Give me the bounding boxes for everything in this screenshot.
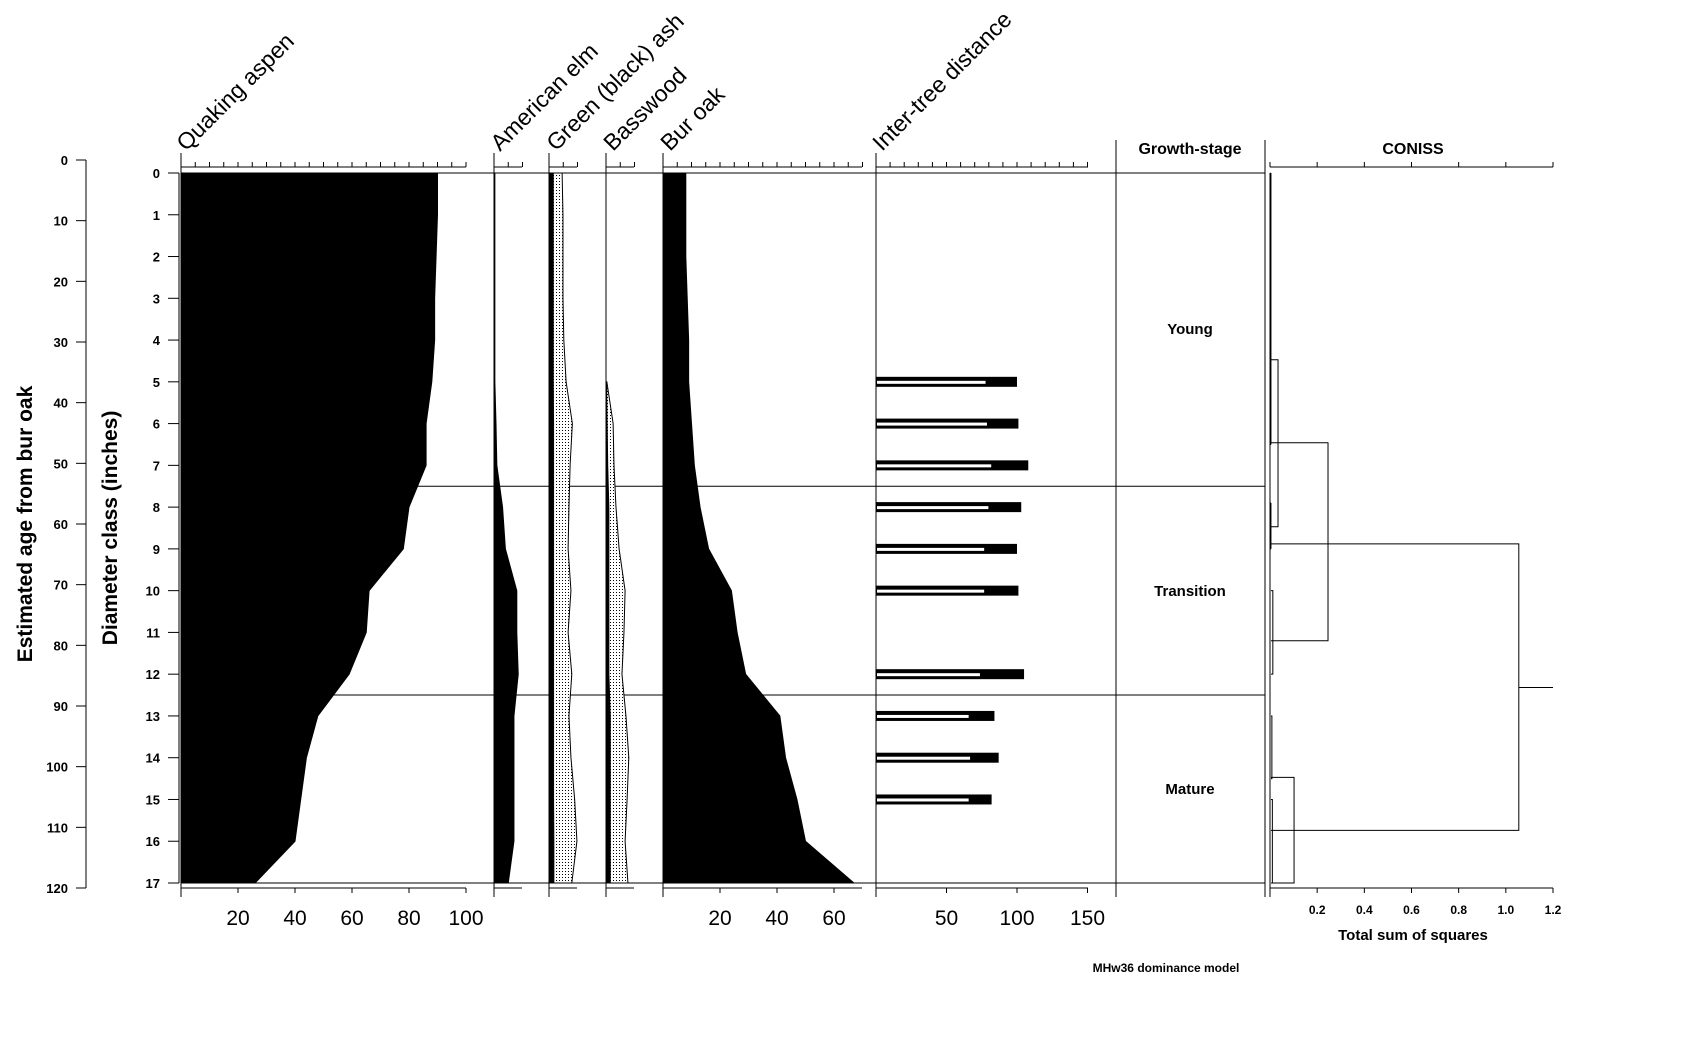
panel-basswood-solid-area: [605, 381, 611, 884]
header-inter-tree-distance: Inter-tree distance: [867, 6, 1016, 155]
header-growth-stage: Growth-stage: [1138, 141, 1241, 158]
age-tick-label: 60: [54, 517, 68, 532]
zone-label-young: Young: [1167, 321, 1213, 338]
age-tick-label: 10: [54, 214, 68, 229]
panel-aspen-bottom-tick-label: 60: [340, 907, 363, 930]
age-axis-title: Estimated age from bur oak: [14, 385, 37, 662]
panel-distance-bottom-tick-label: 100: [999, 907, 1034, 930]
header-quaking-aspen: Quaking aspen: [171, 28, 299, 156]
age-tick-label: 110: [47, 820, 68, 835]
age-tick-label: 20: [54, 274, 68, 289]
panel-burOak-bottom-tick-label: 40: [765, 907, 788, 930]
panel-burOak-bottom-tick-label: 60: [822, 907, 845, 930]
diameter-tick-label: 13: [146, 709, 160, 724]
axes: 0102030405060708090100110120012345678910…: [46, 140, 1562, 930]
age-tick-label: 50: [54, 456, 68, 471]
diameter-tick-label: 6: [153, 417, 160, 432]
panel-basswood-stipple-area: [605, 381, 630, 884]
panel-aspen-bottom-tick-label: 40: [283, 907, 306, 930]
distance-bar-inner: [877, 714, 969, 718]
panel-aspen-bottom-tick-label: 80: [397, 907, 420, 930]
age-tick-label: 120: [46, 881, 68, 896]
diameter-tick-label: 3: [153, 291, 160, 306]
coniss-tick-label: 0.8: [1450, 903, 1467, 917]
diameter-tick-label: 0: [153, 166, 160, 181]
distance-bar-inner: [877, 464, 992, 468]
diameter-tick-label: 16: [146, 834, 160, 849]
panel-burOak-bottom-tick-label: 20: [708, 907, 731, 930]
diameter-tick-label: 1: [153, 208, 160, 223]
diameter-axis-title: Diameter class (inches): [99, 411, 122, 646]
diameter-tick-label: 8: [153, 500, 160, 515]
panel-aspen-bottom-tick-label: 100: [448, 907, 483, 930]
distance-bar-inner: [877, 673, 980, 677]
coniss-tick-label: 0.6: [1403, 903, 1420, 917]
coniss-tick-label: 1.2: [1545, 903, 1562, 917]
panel-aspen-solid-area: [180, 172, 438, 884]
diameter-tick-label: 9: [153, 542, 160, 557]
data-marks: [180, 172, 1553, 884]
diameter-tick-label: 10: [146, 584, 160, 599]
coniss-tick-label: 0.2: [1309, 903, 1326, 917]
distance-bar-inner: [877, 380, 986, 384]
distance-bar-inner: [877, 798, 969, 802]
age-tick-label: 80: [54, 638, 68, 653]
coniss-merge-bracket: [1271, 543, 1520, 831]
age-tick-label: 30: [54, 335, 68, 350]
coniss-merge-bracket: [1271, 798, 1273, 884]
coniss-merge-bracket: [1271, 442, 1329, 642]
coniss-tick-label: 1.0: [1497, 903, 1514, 917]
zone-label-mature: Mature: [1165, 781, 1214, 798]
age-tick-label: 0: [61, 153, 68, 168]
coniss-merge-bracket: [1271, 590, 1274, 675]
panel-burOak-solid-area: [662, 172, 856, 884]
distance-bar-inner: [877, 547, 985, 551]
diameter-tick-label: 2: [153, 250, 160, 265]
age-tick-label: 40: [54, 396, 68, 411]
panel-ash-stipple-area: [548, 172, 578, 884]
panel-aspen-bottom-tick-label: 20: [226, 907, 249, 930]
panel-ash-solid-area: [548, 172, 555, 884]
diameter-tick-label: 11: [146, 625, 160, 640]
distance-bar-inner: [877, 506, 989, 510]
diameter-tick-label: 7: [153, 458, 160, 473]
age-tick-label: 100: [46, 760, 68, 775]
header-coniss: CONISS: [1382, 141, 1444, 158]
panel-distance-bottom-tick-label: 150: [1070, 907, 1105, 930]
panel-elm-solid-area: [493, 172, 519, 884]
distance-bar-inner: [877, 756, 971, 760]
panel-distance-bottom-tick-label: 50: [935, 907, 958, 930]
age-tick-label: 90: [54, 699, 68, 714]
coniss-tick-label: 0.4: [1356, 903, 1373, 917]
coniss-merge-bracket: [1271, 715, 1273, 780]
diameter-tick-label: 4: [153, 333, 161, 348]
diameter-tick-label: 17: [146, 876, 160, 891]
distance-bar-inner: [877, 589, 985, 593]
diameter-tick-label: 5: [153, 375, 160, 390]
coniss-axis-title: Total sum of squares: [1338, 927, 1488, 944]
diameter-tick-label: 14: [146, 751, 161, 766]
footer-note: MHw36 dominance model: [1093, 961, 1240, 975]
diameter-tick-label: 15: [146, 792, 160, 807]
age-tick-label: 70: [54, 578, 68, 593]
zone-label-transition: Transition: [1154, 583, 1226, 600]
distance-bar-inner: [877, 422, 987, 426]
diameter-tick-label: 12: [146, 667, 160, 682]
